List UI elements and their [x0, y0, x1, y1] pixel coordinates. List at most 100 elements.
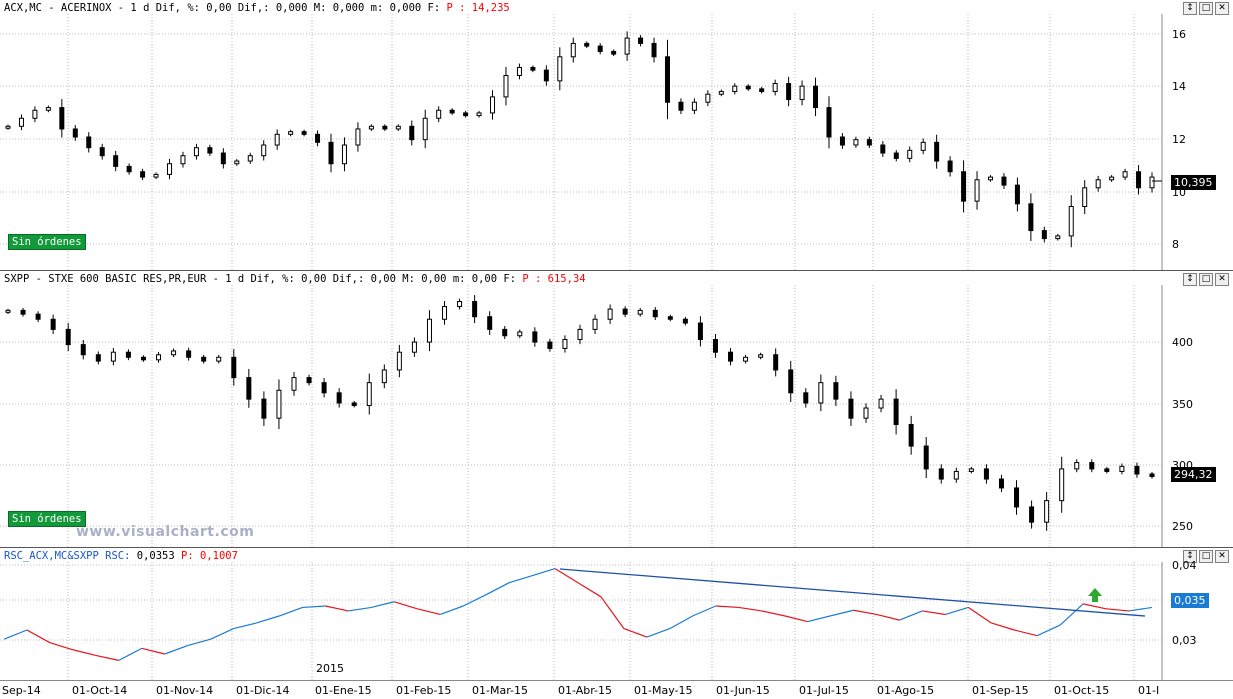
candle-body: [355, 128, 361, 146]
close-icon[interactable]: ✕: [1215, 550, 1229, 563]
candle-body: [705, 93, 711, 103]
candle-body: [276, 389, 282, 419]
candle-body: [968, 468, 974, 472]
xlabel-sep-15: 01-Sep-15: [972, 684, 1029, 697]
candle-body: [1044, 500, 1050, 523]
candle-body: [893, 398, 899, 426]
rsc-segment: [853, 609, 877, 616]
rsc-segment: [302, 605, 326, 609]
rsc-title-p: P: 0,1007: [181, 550, 238, 562]
candle-body: [1082, 187, 1088, 208]
rsc-segment: [417, 608, 441, 616]
pane-divider[interactable]: [0, 270, 1233, 271]
candle-body: [65, 328, 71, 346]
xlabel-dic-14: 01-Dic-14: [236, 684, 290, 697]
close-icon[interactable]: ✕: [1215, 2, 1229, 15]
candle-body: [803, 392, 809, 404]
candle-body: [261, 144, 267, 157]
maximize-icon[interactable]: □: [1199, 550, 1213, 563]
rsc-segment: [554, 568, 579, 584]
candle-body: [547, 341, 553, 349]
candle-body: [35, 313, 41, 320]
candle-body: [682, 318, 688, 324]
maximize-icon[interactable]: □: [1199, 273, 1213, 286]
candle-body: [315, 133, 321, 143]
candle-body: [449, 109, 455, 114]
rsc-segment: [118, 647, 143, 661]
candle-body: [637, 309, 643, 315]
candle-body: [678, 101, 684, 111]
rsc-segment: [623, 628, 648, 638]
rsc-last-value: 0,035: [1171, 593, 1209, 608]
candle-body: [799, 85, 805, 101]
rsc-segment: [715, 605, 739, 609]
xlabel-abr-15: 01-Abr-15: [558, 684, 613, 697]
candle-body: [328, 141, 334, 165]
rsc-segment: [1014, 629, 1038, 637]
candle-body: [607, 308, 613, 320]
candle-body: [907, 149, 913, 159]
candle-body: [880, 144, 886, 154]
candle-body: [247, 155, 253, 162]
candle-body: [457, 300, 463, 308]
sxpp-ytick-400: 400: [1172, 336, 1193, 349]
sxpp-window-buttons: ↕ □ ✕: [1183, 273, 1229, 286]
sxpp-orders-badge[interactable]: Sin órdenes: [8, 511, 86, 527]
candle-body: [577, 328, 583, 341]
candle-body: [611, 50, 617, 55]
sxpp-candlestick-chart[interactable]: [0, 271, 1233, 547]
rsc-segment: [72, 649, 96, 656]
acx-orders-badge[interactable]: Sin órdenes: [8, 234, 86, 250]
acx-ytick-12: 12: [1172, 133, 1186, 146]
date-axis[interactable]: Sep-14 01-Oct-14 01-Nov-14 01-Dic-14 01-…: [0, 680, 1233, 699]
candle-body: [99, 147, 105, 157]
rsc-segment: [807, 615, 831, 623]
candle-body: [1089, 462, 1095, 470]
maximize-icon[interactable]: □: [1199, 2, 1213, 15]
candle-body: [1095, 179, 1101, 189]
xlabel-oct-14: 01-Oct-14: [72, 684, 128, 697]
rsc-line-chart[interactable]: [0, 548, 1233, 680]
rsc-segment: [187, 638, 211, 647]
candle-body: [818, 382, 824, 404]
resize-icon[interactable]: ↕: [1183, 2, 1197, 15]
candle-body: [396, 351, 402, 371]
xlabel-may-15: 01-May-15: [634, 684, 693, 697]
acx-ytick-8: 8: [1172, 238, 1179, 251]
pane-divider[interactable]: [0, 547, 1233, 548]
candle-body: [1001, 176, 1007, 186]
candle-body: [953, 470, 959, 480]
candle-body: [366, 382, 372, 406]
candle-body: [463, 112, 469, 117]
candle-body: [516, 66, 522, 76]
candle-body: [624, 37, 630, 55]
candle-body: [718, 91, 724, 95]
rsc-segment: [485, 582, 510, 596]
year-label: 2015: [316, 662, 344, 675]
close-icon[interactable]: ✕: [1215, 273, 1229, 286]
candle-body: [95, 354, 101, 362]
rsc-segment: [141, 647, 165, 655]
candle-body: [934, 141, 940, 162]
rsc-segment: [394, 601, 418, 610]
candle-body: [1029, 506, 1035, 523]
candle-body: [786, 83, 792, 101]
acx-candlestick-chart[interactable]: [0, 0, 1233, 270]
candle-body: [490, 96, 496, 114]
candle-body: [234, 160, 240, 165]
candle-body: [59, 107, 65, 130]
candle-body: [974, 179, 980, 202]
candle-body: [231, 356, 237, 379]
candle-body: [592, 318, 598, 330]
candle-body: [442, 306, 448, 320]
rsc-segment: [1059, 603, 1084, 626]
candle-body: [487, 316, 493, 330]
candle-body: [759, 88, 765, 93]
candle-body: [156, 354, 162, 361]
resize-icon[interactable]: ↕: [1183, 550, 1197, 563]
candle-body: [409, 125, 415, 141]
trend-line: [559, 568, 1146, 617]
candle-body: [140, 356, 146, 361]
resize-icon[interactable]: ↕: [1183, 273, 1197, 286]
candle-body: [261, 398, 267, 419]
